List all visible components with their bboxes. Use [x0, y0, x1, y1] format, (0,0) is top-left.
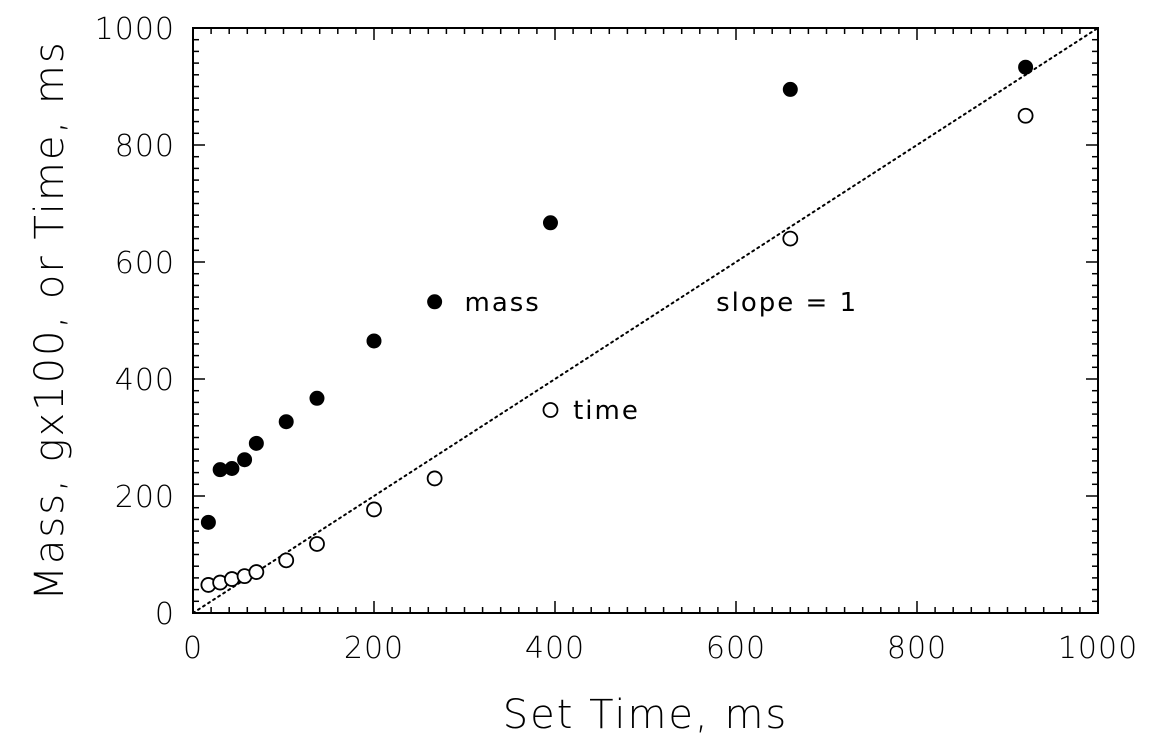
plot-frame	[192, 27, 1099, 614]
time-point	[309, 536, 325, 552]
x-tick-label: 1000	[1058, 631, 1138, 666]
annotation-label: mass	[465, 288, 541, 318]
x-tick-label: 800	[887, 631, 947, 666]
mass-point	[278, 414, 294, 430]
time-point	[542, 402, 559, 418]
mass-point	[248, 435, 264, 451]
y-axis-title: Mass, gx100, or Time, ms	[27, 40, 73, 600]
mass-point	[1018, 59, 1034, 75]
time-point	[224, 571, 240, 587]
time-point	[278, 552, 295, 569]
x-tick-label: 0	[183, 631, 203, 666]
points-layer	[200, 59, 1034, 593]
mass-point	[237, 452, 253, 468]
reference-line-slope-1	[192, 27, 1099, 614]
y-tick-label: 400	[115, 363, 175, 398]
x-axis-title: Set Time, ms	[503, 692, 789, 738]
time-point	[1017, 107, 1034, 124]
mass-point	[200, 514, 216, 530]
y-tick-label: 600	[115, 246, 175, 281]
x-tick-label: 400	[525, 631, 585, 666]
annotation-label: slope = 1	[716, 288, 858, 318]
x-tick-label: 600	[706, 631, 766, 666]
mass-point	[782, 81, 798, 97]
mass-point	[366, 333, 382, 349]
mass-point	[224, 461, 240, 477]
tick-labels-layer: 0 200 400 600 800 1000 0 200 400 600 800 1000	[95, 12, 1138, 666]
time-point	[366, 501, 382, 518]
mass-point	[427, 294, 443, 310]
y-tick-label: 800	[115, 129, 175, 164]
x-tick-label: 200	[344, 631, 404, 666]
mass-point	[542, 215, 558, 231]
annotations-layer: mass slope = 1 time	[465, 288, 858, 426]
mass-point	[309, 390, 325, 406]
y-tick-label: 200	[115, 480, 175, 515]
reference-line-layer	[192, 27, 1099, 614]
y-tick-label: 0	[155, 597, 175, 632]
time-point	[248, 564, 265, 580]
time-point	[782, 230, 799, 247]
y-tick-label: 1000	[95, 12, 175, 47]
annotation-label: time	[573, 396, 640, 426]
time-point	[426, 470, 443, 487]
